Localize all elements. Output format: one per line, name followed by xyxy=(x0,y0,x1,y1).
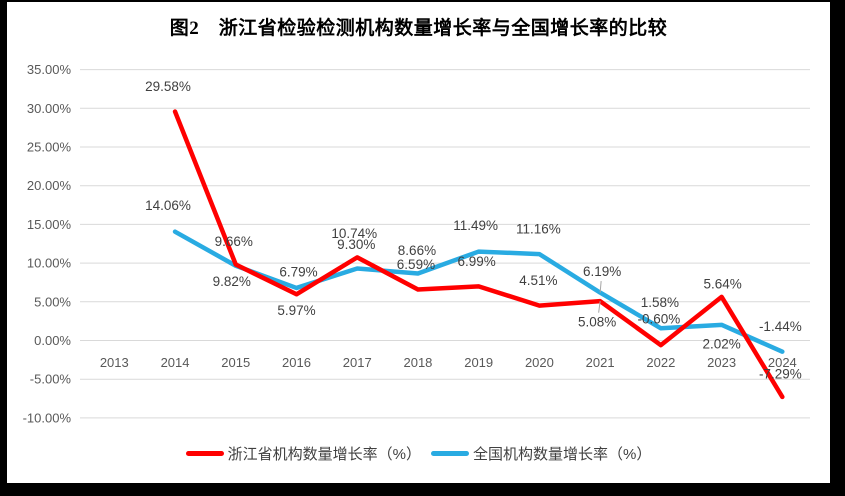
legend-marker-zhejiang-icon xyxy=(185,451,224,456)
data-label: 10.74% xyxy=(331,226,377,241)
data-label: 11.49% xyxy=(453,218,498,233)
legend-marker-national-icon xyxy=(431,451,469,456)
y-tick-label: 0.00% xyxy=(34,333,71,348)
chart-panel xyxy=(7,2,830,483)
label-leader-line xyxy=(599,280,602,293)
y-tick-label: 35.00% xyxy=(27,62,72,77)
y-tick-label: -5.00% xyxy=(30,372,72,387)
data-label: 5.97% xyxy=(277,303,315,318)
x-tick-label: 2015 xyxy=(221,355,250,370)
x-tick-label: 2022 xyxy=(646,355,675,370)
data-label: -1.44% xyxy=(759,319,802,334)
y-tick-label: 10.00% xyxy=(27,256,72,271)
data-label: 29.58% xyxy=(145,79,191,94)
y-tick-label: 30.00% xyxy=(27,101,72,116)
data-label: 6.19% xyxy=(583,264,621,279)
x-tick-label: 2019 xyxy=(464,355,493,370)
x-tick-label: 2016 xyxy=(282,355,311,370)
y-tick-label: 20.00% xyxy=(27,178,72,193)
data-label: 9.66% xyxy=(215,234,253,249)
data-label: 1.58% xyxy=(641,295,679,310)
y-tick-label: 25.00% xyxy=(27,140,72,155)
data-label: 6.99% xyxy=(458,254,496,269)
y-tick-label: 15.00% xyxy=(27,217,72,232)
data-label: -0.60% xyxy=(637,312,680,327)
legend-item-national: 全国机构数量增长率（%） xyxy=(431,443,651,464)
x-tick-label: 2023 xyxy=(707,355,736,370)
x-tick-label: 2020 xyxy=(525,355,554,370)
chart-title: 图2 浙江省检验检测机构数量增长率与全国增长率的比较 xyxy=(169,18,668,39)
data-label: 8.66% xyxy=(398,243,436,258)
data-label: 5.64% xyxy=(703,276,741,291)
series-line xyxy=(172,229,785,354)
x-tick-label: 2018 xyxy=(403,355,432,370)
data-label: 14.06% xyxy=(145,198,191,213)
legend: 浙江省机构数量增长率（%） 全国机构数量增长率（%） xyxy=(7,443,830,464)
x-tick-label: 2021 xyxy=(586,355,615,370)
data-label: 9.82% xyxy=(213,274,251,289)
series-line xyxy=(172,109,785,400)
data-label: 5.08% xyxy=(578,315,616,330)
data-label: 2.02% xyxy=(702,336,740,351)
x-tick-label: 2013 xyxy=(100,355,129,370)
legend-item-zhejiang: 浙江省机构数量增长率（%） xyxy=(185,443,421,464)
x-tick-label: 2014 xyxy=(161,355,190,370)
legend-label-national: 全国机构数量增长率（%） xyxy=(473,446,652,463)
y-tick-label: -10.00% xyxy=(23,410,72,425)
data-label: 4.51% xyxy=(519,273,557,288)
data-label: 9.30% xyxy=(337,237,375,252)
y-tick-label: 5.00% xyxy=(34,294,71,309)
data-label: -7.29% xyxy=(759,366,802,381)
data-label: 11.16% xyxy=(516,222,561,237)
x-tick-label: 2017 xyxy=(343,355,372,370)
data-label: 6.79% xyxy=(279,264,317,279)
legend-label-zhejiang: 浙江省机构数量增长率（%） xyxy=(227,446,421,463)
data-label: 6.59% xyxy=(397,257,435,272)
x-tick-label: 2024 xyxy=(768,355,797,370)
label-leader-line xyxy=(598,301,601,313)
